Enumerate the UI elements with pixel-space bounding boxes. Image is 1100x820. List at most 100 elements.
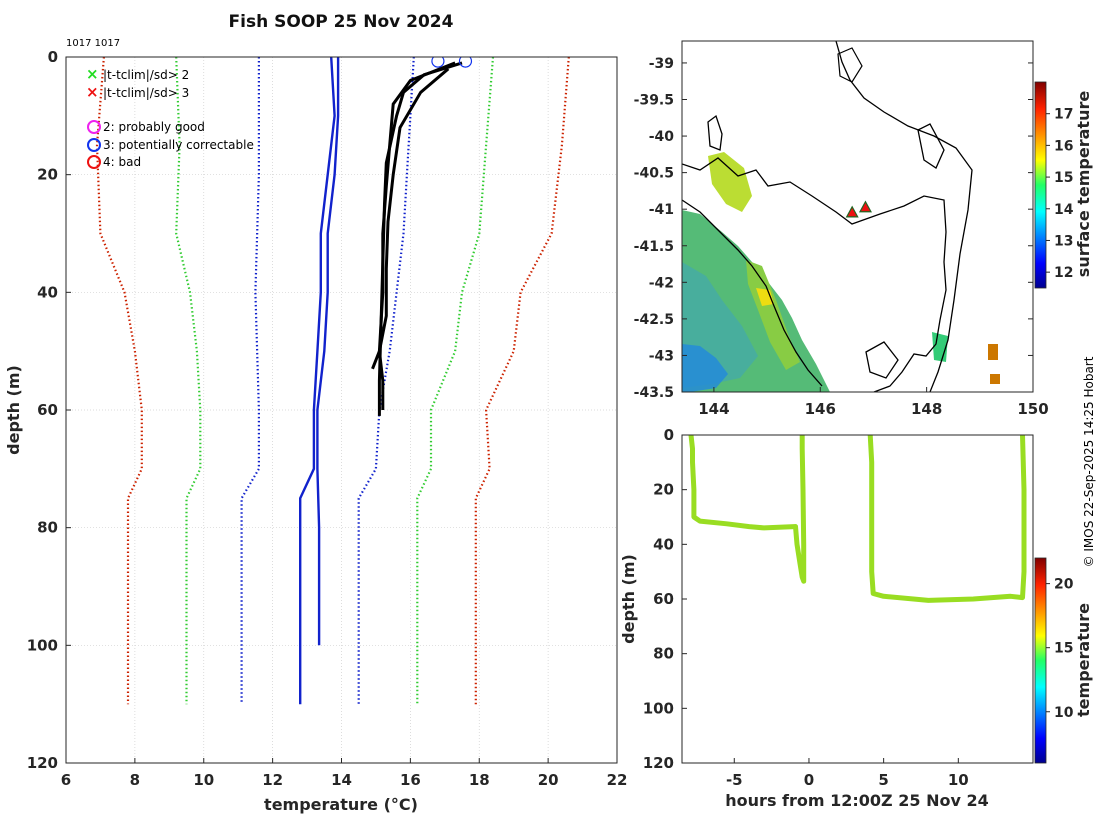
profile-xtick-label: 14 (331, 771, 352, 789)
map-xtick-label: 150 (1017, 400, 1048, 418)
profile-xtick-label: 16 (400, 771, 421, 789)
map-ytick-label: -39 (649, 56, 674, 72)
profile-xtick-label: 6 (61, 771, 71, 789)
legend-qc-3: 3: potentially correctable (87, 138, 254, 152)
profile-ytick-label: 100 (27, 636, 58, 654)
map-ytick-label: -42 (649, 275, 674, 291)
qc-flag-marker (431, 57, 445, 68)
victoria-coast (835, 41, 973, 392)
profile-ytick-label: 80 (37, 519, 58, 537)
island-south (865, 341, 899, 379)
legend-x-red-icon: × (86, 83, 99, 101)
map-ytick-label: -39.5 (634, 93, 674, 109)
sst-east-warm (988, 344, 998, 360)
map-colorbar (1034, 81, 1047, 289)
profile-series-line (175, 57, 202, 705)
profile-series-line (357, 57, 415, 705)
map-contents (682, 41, 1000, 392)
profile-xtick-label: 12 (262, 771, 283, 789)
map-colorbar-tick-label: 14 (1054, 202, 1074, 218)
id-label: 1017 1017 (66, 38, 120, 49)
map-colorbar-tick-label: 17 (1054, 107, 1073, 123)
profile-series-line (371, 67, 450, 370)
profile-series (95, 57, 570, 705)
legend-qc-2: 2: probably good (87, 120, 205, 134)
profile-series-line (316, 57, 340, 646)
profile-ticks: 6 8 10 12 14 16 18 20 22 0 20 40 60 80 100 120 (27, 48, 628, 789)
timeseries-ytick-label: 80 (653, 645, 674, 663)
tasmania-west-coast (682, 199, 823, 387)
map-ytick-label: -43 (649, 348, 674, 364)
profile-xlabel: temperature (°C) (264, 795, 418, 814)
timeseries-xtick-label: -5 (726, 771, 743, 789)
sst-hot-spot (756, 288, 774, 306)
map-ytick-label: -40 (649, 129, 675, 145)
legend-circle-red-icon (87, 155, 101, 169)
profile-ytick-label: 40 (37, 283, 58, 301)
legend-flag-2sd-label: |t-tclim|/sd> 2 (103, 68, 189, 82)
sst-coast-band (746, 260, 800, 370)
legend-circle-blue-icon (87, 138, 101, 152)
timeseries-track (867, 435, 1027, 603)
profile-series-line (299, 57, 336, 705)
profile-ylabel: depth (m) (4, 365, 23, 455)
timeseries-colorbar-tick-label: 15 (1054, 641, 1073, 657)
island-small (837, 47, 863, 83)
credit-text: © IMOS 22-Sep-2025 14:25 Hobart (1082, 356, 1096, 567)
profile-xtick-label: 10 (193, 771, 214, 789)
legend-qc-3-label: 3: potentially correctable (103, 138, 254, 152)
map-ytick-label: -42.5 (634, 312, 674, 328)
timeseries-ytick-label: 40 (653, 535, 674, 553)
profile-series-line (377, 61, 456, 410)
timeseries-ylabel: depth (m) (619, 554, 638, 644)
profile-xtick-label: 18 (469, 771, 490, 789)
sst-east-warm-2 (990, 374, 1000, 384)
map-colorbar-tick-label: 13 (1054, 233, 1073, 249)
map-ytick-label: -41 (649, 202, 674, 218)
legend-circle-magenta-icon (87, 120, 101, 134)
legend-flag-3sd-label: |t-tclim|/sd> 3 (103, 86, 189, 100)
profile-xtick-label: 8 (130, 771, 140, 789)
map-frame (681, 40, 1034, 393)
profile-ytick-label: 20 (37, 166, 58, 184)
map-colorbar-ticks: 12 13 14 15 16 17 (1046, 107, 1074, 281)
map-colorbar-tick-label: 12 (1054, 265, 1073, 281)
timeseries-colorbar-tick-label: 10 (1054, 705, 1074, 721)
ship-position-marker (845, 205, 859, 218)
profile-xtick-label: 22 (607, 771, 628, 789)
timeseries-track (793, 435, 807, 584)
profile-chart: 6 8 10 12 14 16 18 20 22 0 20 40 60 80 100 120 temperat… (4, 48, 627, 814)
qc-flag-marker (458, 57, 473, 68)
map-ticks: 144 146 148 150 -39 -39.5 -40 -40.5 -41 -41.5 -42 -… (634, 56, 1049, 418)
timeseries-colorbar-ticks: 10 15 20 (1046, 577, 1074, 721)
profile-series-line (474, 57, 570, 705)
map-markers (845, 200, 872, 218)
profile-series-line (95, 57, 143, 705)
legend-flag-2sd: × |t-tclim|/sd> 2 (86, 65, 189, 83)
map-xtick-label: 148 (911, 400, 942, 418)
sst-cold-patch (682, 344, 728, 392)
timeseries-colorbar-label: temperature (1074, 603, 1093, 717)
timeseries-ytick-label: 20 (653, 481, 674, 499)
timeseries-ytick-label: 60 (653, 590, 674, 608)
map-colorbar-tick-label: 15 (1054, 170, 1073, 186)
ship-position-marker (858, 200, 872, 213)
map-xtick-label: 146 (805, 400, 836, 418)
timeseries-ytick-label: 120 (643, 754, 674, 772)
timeseries-xtick-label: 5 (878, 771, 888, 789)
map-ytick-label: -41.5 (634, 239, 674, 255)
legend: × |t-tclim|/sd> 2 × |t-tclim|/sd> 3 2: p… (86, 65, 254, 169)
profile-ytick-label: 120 (27, 754, 58, 772)
map-xtick-label: 144 (698, 400, 729, 418)
mainland-coast (682, 157, 947, 392)
profile-ytick-label: 60 (37, 401, 58, 419)
map-colorbar-tick-label: 16 (1054, 138, 1073, 154)
legend-qc-2-label: 2: probably good (103, 120, 205, 134)
island-bay (917, 123, 945, 169)
legend-qc-4-label: 4: bad (103, 155, 141, 169)
map-ytick-label: -43.5 (634, 385, 674, 401)
legend-x-green-icon: × (86, 65, 99, 83)
profile-ytick-label: 0 (48, 48, 58, 66)
